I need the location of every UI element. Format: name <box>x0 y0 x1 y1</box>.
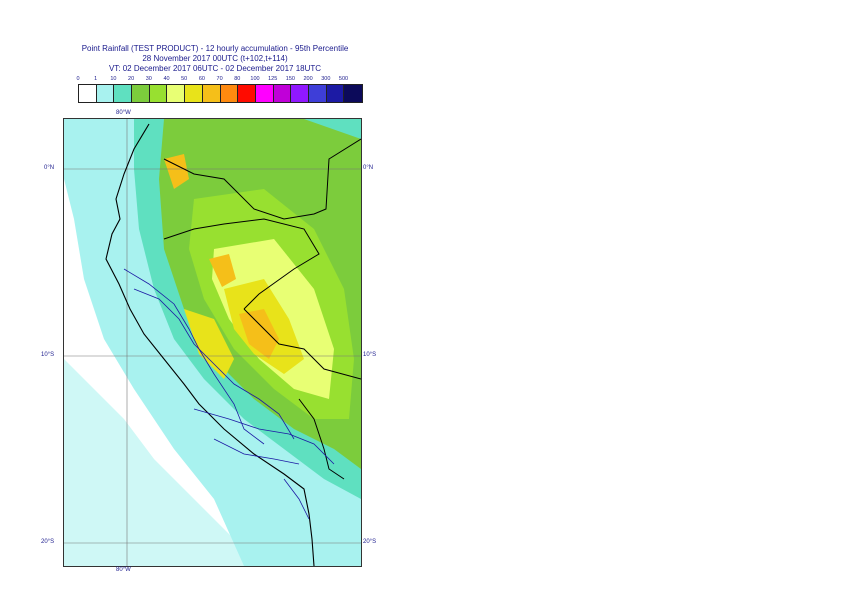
legend-swatch <box>326 85 345 102</box>
lat-label-right-20: 20°S <box>363 539 377 545</box>
map-title: Point Rainfall (TEST PRODUCT) - 12 hourl… <box>81 44 349 53</box>
legend-swatch <box>79 85 97 102</box>
legend-tick-label: 1 <box>94 76 98 82</box>
color-legend <box>78 84 363 103</box>
legend-swatch <box>291 85 309 102</box>
legend-swatch <box>202 85 221 102</box>
legend-swatch <box>132 85 150 102</box>
lat-label-left-10: 10°S <box>41 352 55 358</box>
legend-tick-label: 200 <box>303 76 313 82</box>
legend-tick-label: 20 <box>128 76 135 82</box>
legend-tick-label: 30 <box>145 76 152 82</box>
lat-label-left-0: 0°N <box>44 165 55 171</box>
legend-tick-label: 0 <box>76 76 80 82</box>
legend-tick-label: 40 <box>163 76 170 82</box>
map-canvas <box>64 119 361 566</box>
legend-swatch <box>185 85 203 102</box>
lat-label-left-20: 20°S <box>41 539 55 545</box>
validity-time-line: VT: 02 December 2017 06UTC - 02 December… <box>108 64 322 73</box>
rainfall-map <box>63 118 362 567</box>
legend-tick-label: 80 <box>234 76 241 82</box>
lon-label-bottom: 80°W <box>116 567 131 573</box>
legend-tick-label: 150 <box>285 76 295 82</box>
legend-swatch <box>167 85 186 102</box>
legend-tick-label: 70 <box>216 76 223 82</box>
legend-swatch <box>114 85 133 102</box>
legend-swatch <box>344 85 362 102</box>
legend-tick-label: 125 <box>268 76 278 82</box>
legend-tick-label: 60 <box>198 76 205 82</box>
legend-swatch <box>96 85 115 102</box>
legend-swatch <box>255 85 274 102</box>
legend-swatch <box>238 85 256 102</box>
legend-tick-label: 100 <box>250 76 260 82</box>
legend-tick-label: 10 <box>110 76 117 82</box>
base-time-line: 28 November 2017 00UTC (t+102,t+114) <box>142 54 288 63</box>
legend-tick-label: 500 <box>338 76 349 82</box>
legend-swatch <box>308 85 327 102</box>
legend-swatch <box>220 85 239 102</box>
legend-tick-labels: 0 1 10 20 30 40 50 60 70 80 100 125 150 200 300 500 <box>71 76 351 85</box>
legend-tick-label: 50 <box>181 76 188 82</box>
legend-swatch <box>149 85 168 102</box>
lon-label-top: 80°W <box>116 110 131 116</box>
legend-swatch <box>273 85 292 102</box>
lat-label-right-0: 0°N <box>363 165 374 171</box>
lat-label-right-10: 10°S <box>363 352 377 358</box>
legend-tick-label: 300 <box>321 76 331 82</box>
